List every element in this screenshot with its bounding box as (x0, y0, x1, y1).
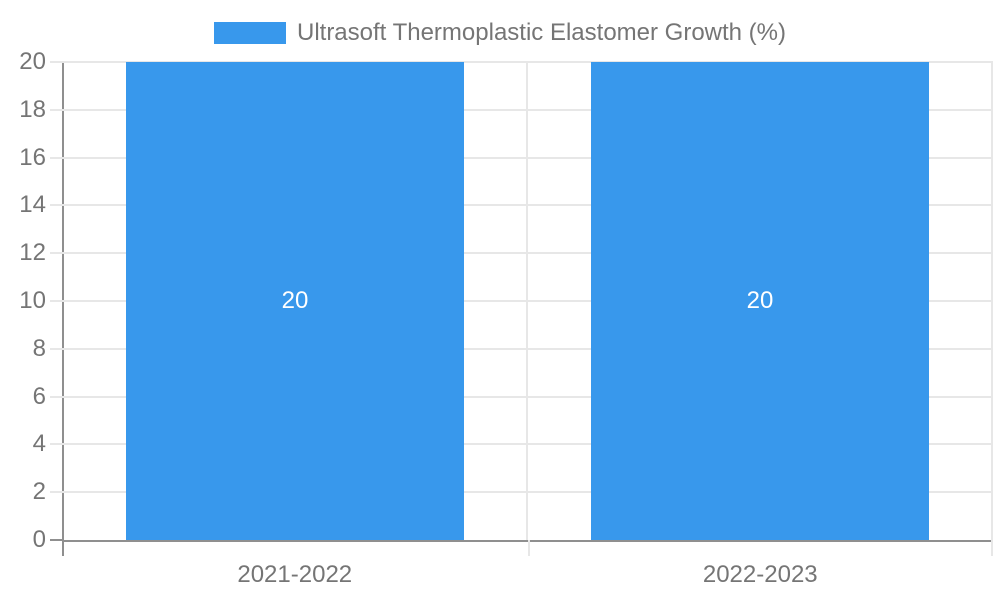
bar-value-label: 20 (281, 287, 309, 314)
y-tick-mark (50, 300, 62, 302)
x-tick-mark (991, 540, 993, 556)
bar[interactable] (126, 62, 464, 540)
y-tick-label: 10 (19, 287, 46, 314)
y-tick-label: 2 (32, 478, 46, 506)
y-tick-mark (50, 252, 62, 255)
legend[interactable]: Ultrasoft Thermoplastic Elastomer Growth… (0, 20, 1000, 46)
y-tick-mark (50, 61, 62, 63)
x-tick-mark (528, 540, 530, 556)
y-tick-mark (50, 204, 62, 207)
y-tick-mark (50, 156, 62, 159)
y-tick-label: 6 (32, 382, 46, 410)
y-tick-label: 12 (19, 239, 46, 267)
y-tick-mark (50, 395, 62, 398)
x-gridline (526, 62, 528, 540)
legend-swatch (213, 22, 286, 44)
x-tick-label: 2022-2023 (702, 561, 818, 588)
x-axis-line (62, 540, 993, 542)
y-tick-mark (50, 443, 62, 446)
y-tick-mark (50, 108, 62, 111)
bar-value-label: 20 (746, 287, 774, 314)
legend-label: Ultrasoft Thermoplastic Elastomer Growth… (296, 19, 787, 46)
y-tick-label: 0 (32, 526, 46, 553)
y-tick-label: 16 (19, 143, 46, 171)
y-tick-mark (50, 347, 62, 350)
y-tick-mark (50, 491, 62, 494)
y-tick-label: 8 (32, 334, 46, 362)
x-tick-label: 2021-2022 (237, 561, 353, 588)
x-gridline (991, 62, 993, 540)
bar[interactable] (591, 62, 929, 540)
y-tick-label: 4 (32, 430, 46, 458)
y-tick-label: 18 (19, 95, 46, 123)
plot-area: 20 20 (62, 61, 993, 542)
y-tick-label: 20 (19, 48, 46, 75)
y-tick-mark (50, 539, 62, 541)
y-tick-label: 14 (19, 191, 46, 219)
x-tick-mark (62, 540, 64, 556)
